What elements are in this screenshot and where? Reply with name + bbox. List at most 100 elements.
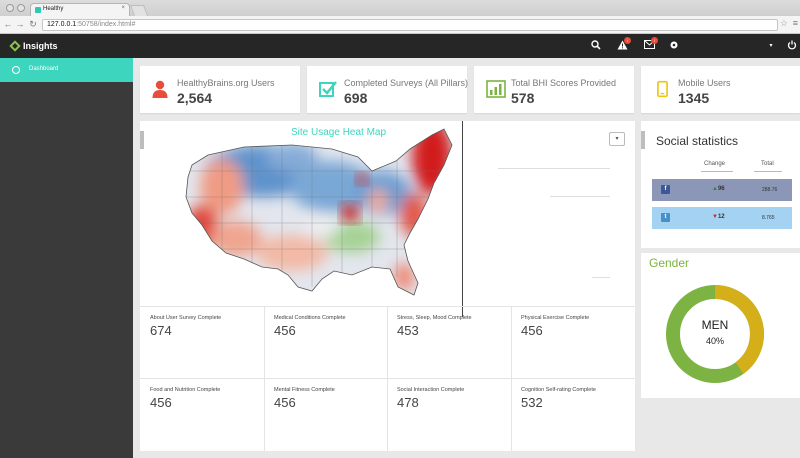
metric-mental-fitness: Mental Fitness Complete 456 [264, 379, 387, 451]
settings-gear-icon[interactable] [668, 40, 680, 52]
user-menu-chevron-icon[interactable]: ▾ [769, 43, 773, 49]
stat-label: HealthyBrains.org Users [177, 78, 275, 88]
social-statistics-card: Social statistics Change Total f ▲96 288… [641, 121, 800, 248]
change-number: 12 [717, 214, 725, 220]
heatmap-dropdown-button[interactable]: ▾ [609, 132, 625, 146]
us-heatmap[interactable] [182, 127, 454, 299]
tab-close-icon[interactable]: × [121, 5, 125, 11]
browser-tab[interactable]: Healthy × [30, 3, 130, 16]
col-header-change: Change [704, 161, 726, 167]
back-icon[interactable]: ← [3, 19, 13, 29]
stat-value: 1345 [678, 90, 710, 106]
metric-value: 456 [521, 323, 543, 338]
app-brand[interactable]: Insights [23, 41, 58, 51]
checkbox-icon [319, 81, 337, 97]
browser-tab-bar: Healthy × [0, 0, 800, 16]
stat-value: 578 [511, 90, 535, 106]
address-bar: ← → ↻ 127.0.0.1:50758/index.html# ☆ ≡ [0, 16, 800, 34]
metric-label: Stress, Sleep, Mood Complete [397, 315, 472, 321]
map-divider [462, 121, 463, 317]
stat-label: Mobile Users [678, 78, 731, 88]
url-host: 127.0.0.1 [47, 21, 77, 28]
divider [140, 306, 635, 307]
metric-stress-sleep-mood: Stress, Sleep, Mood Complete 453 [387, 307, 510, 379]
stat-label: Total BHI Scores Provided [511, 78, 617, 88]
metric-value: 674 [150, 323, 172, 338]
bar-chart-icon [486, 80, 506, 98]
sidebar: Dashboard [0, 58, 133, 458]
power-icon[interactable] [786, 40, 798, 52]
gender-title: Gender [649, 256, 690, 270]
favicon-icon [35, 7, 41, 13]
mobile-icon [657, 80, 668, 98]
metric-value: 456 [274, 323, 296, 338]
new-tab-button[interactable] [129, 5, 149, 16]
metric-label: Food and Nutrition Complete [150, 387, 221, 393]
url-path: :50758/index.html# [76, 21, 136, 28]
stat-card-mobile: Mobile Users 1345 [641, 66, 800, 113]
social-row-facebook[interactable]: f ▲96 288.76 [652, 179, 792, 201]
tab-title: Healthy [43, 6, 64, 12]
forward-icon[interactable]: → [15, 19, 25, 29]
metric-medical-conditions: Medical Conditions Complete 456 [264, 307, 387, 379]
stat-label: Completed Surveys (All Pillars) [344, 78, 469, 88]
sidebar-item-dashboard[interactable]: Dashboard [0, 58, 133, 82]
social-title: Social statistics [656, 134, 739, 148]
stat-value: 698 [344, 90, 368, 106]
reload-icon[interactable]: ↻ [29, 19, 37, 29]
gender-donut-chart[interactable] [664, 283, 766, 385]
metric-value: 456 [150, 395, 172, 410]
change-value: ▲96 [712, 186, 725, 192]
stat-card-users: HealthyBrains.org Users 2,564 [140, 66, 300, 113]
logo-icon [9, 40, 21, 52]
app-header: Insights ! ! ▾ [0, 34, 800, 58]
user-icon [152, 80, 168, 98]
divider [498, 168, 610, 169]
change-value: ▼12 [712, 214, 725, 220]
arrow-up-icon: ▲ [712, 186, 718, 192]
alerts-icon[interactable]: ! [616, 37, 631, 52]
heatmap-card: Site Usage Heat Map ▾ About User Survey … [140, 121, 635, 451]
divider [701, 171, 733, 172]
metric-physical-exercise: Physical Exercise Complete 456 [511, 307, 634, 379]
donut-center-percent: 40% [705, 336, 724, 346]
metric-label: Mental Fitness Complete [274, 387, 335, 393]
facebook-icon: f [661, 185, 670, 194]
total-value: 8.765 [762, 215, 775, 221]
divider [592, 277, 610, 278]
browser-menu-icon[interactable]: ≡ [792, 18, 798, 28]
stat-card-surveys: Completed Surveys (All Pillars) 698 [307, 66, 469, 113]
metric-label: About User Survey Complete [150, 315, 222, 321]
total-value: 288.76 [762, 187, 778, 193]
twitter-icon: t [661, 213, 670, 222]
stat-card-bhi-scores: Total BHI Scores Provided 578 [474, 66, 634, 113]
metric-label: Cognition Self-rating Complete [521, 387, 596, 393]
url-input[interactable]: 127.0.0.1:50758/index.html# [42, 19, 778, 31]
metric-value: 453 [397, 323, 419, 338]
metric-about-user-survey: About User Survey Complete 674 [140, 307, 263, 379]
arrow-down-icon: ▼ [712, 214, 718, 220]
metric-label: Medical Conditions Complete [274, 315, 346, 321]
donut-men-segment [666, 285, 764, 383]
metric-value: 478 [397, 395, 419, 410]
metric-social-interaction: Social Interaction Complete 478 [387, 379, 510, 451]
metric-value: 532 [521, 395, 543, 410]
social-row-twitter[interactable]: t ▼12 8.765 [652, 207, 792, 229]
drag-handle[interactable] [641, 131, 645, 149]
window-close-icon[interactable] [6, 4, 14, 12]
messages-badge: ! [651, 37, 658, 44]
metric-cognition-self-rating: Cognition Self-rating Complete 532 [511, 379, 634, 451]
divider [264, 307, 265, 451]
metric-label: Social Interaction Complete [397, 387, 465, 393]
divider [511, 307, 512, 451]
divider [387, 307, 388, 451]
messages-icon[interactable]: ! [643, 37, 658, 52]
window-minimize-icon[interactable] [17, 4, 25, 12]
metric-food-nutrition: Food and Nutrition Complete 456 [140, 379, 263, 451]
donut-center-label: MEN [701, 318, 729, 332]
search-icon[interactable] [590, 40, 602, 52]
bookmark-star-icon[interactable]: ☆ [779, 18, 788, 28]
drag-handle[interactable] [140, 131, 144, 149]
sidebar-item-label: Dashboard [29, 66, 59, 72]
alerts-badge: ! [624, 37, 631, 44]
